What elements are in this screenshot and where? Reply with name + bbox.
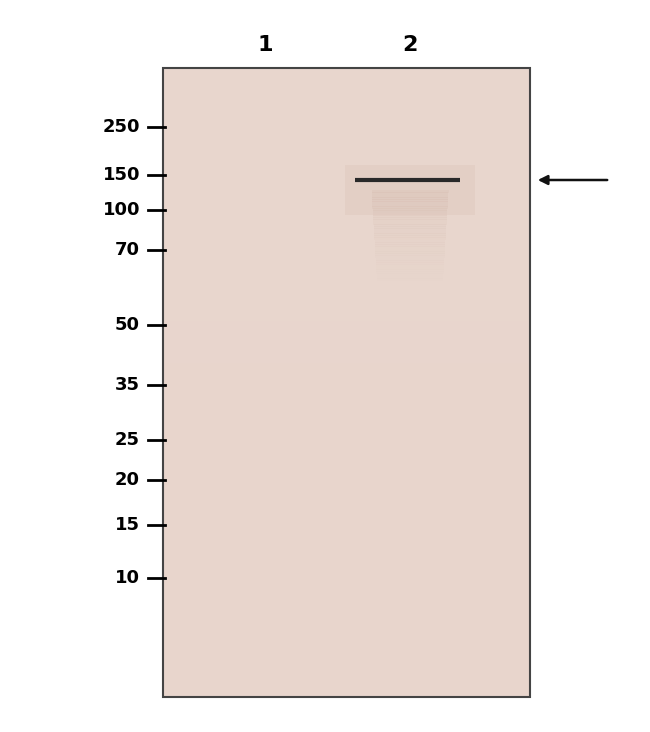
Bar — [164, 195, 529, 236]
Bar — [374, 226, 447, 229]
Bar — [164, 362, 529, 405]
Bar — [164, 236, 529, 279]
Bar — [374, 231, 446, 234]
Bar — [374, 228, 446, 231]
Bar — [372, 206, 448, 209]
Bar — [164, 530, 529, 572]
Text: 70: 70 — [115, 241, 140, 259]
Text: 150: 150 — [103, 166, 140, 184]
Bar — [373, 217, 447, 220]
Bar — [374, 224, 447, 227]
Bar — [377, 277, 443, 281]
Bar — [376, 271, 443, 274]
Bar — [375, 253, 445, 256]
Text: 1: 1 — [257, 35, 273, 55]
Text: 250: 250 — [103, 118, 140, 136]
Bar — [374, 233, 446, 236]
Bar — [376, 260, 444, 263]
Text: 20: 20 — [115, 471, 140, 489]
Bar — [376, 273, 443, 276]
Bar — [374, 235, 446, 238]
Text: 50: 50 — [115, 316, 140, 334]
Bar — [372, 190, 448, 193]
Bar — [373, 220, 447, 223]
Bar — [164, 279, 529, 321]
Bar — [164, 447, 529, 488]
Text: 2: 2 — [402, 35, 418, 55]
Bar — [374, 239, 445, 242]
Text: 25: 25 — [115, 431, 140, 449]
Bar — [375, 248, 445, 252]
Bar — [375, 246, 445, 250]
Bar — [376, 258, 445, 261]
Bar — [345, 165, 475, 215]
Text: 100: 100 — [103, 201, 140, 219]
Bar — [372, 193, 448, 195]
Bar — [372, 208, 447, 211]
Bar — [374, 237, 446, 240]
Bar — [374, 242, 445, 244]
Bar — [373, 222, 447, 225]
Bar — [372, 210, 447, 213]
Text: 35: 35 — [115, 376, 140, 394]
Bar — [376, 264, 444, 267]
Bar — [164, 488, 529, 530]
Bar — [375, 244, 445, 247]
Bar — [375, 251, 445, 254]
Bar — [164, 321, 529, 362]
Bar — [164, 656, 529, 698]
Bar — [376, 255, 445, 258]
Text: 10: 10 — [115, 569, 140, 587]
Bar — [376, 269, 444, 272]
Bar — [164, 572, 529, 614]
Bar — [164, 405, 529, 447]
Bar — [164, 111, 529, 153]
Bar — [372, 203, 448, 206]
Bar — [377, 275, 443, 278]
Bar — [164, 614, 529, 656]
Bar — [376, 262, 444, 265]
Bar — [164, 153, 529, 195]
Bar — [372, 199, 448, 202]
Bar — [373, 212, 447, 215]
Bar — [372, 201, 448, 204]
Bar — [372, 195, 448, 198]
Text: 15: 15 — [115, 516, 140, 534]
Bar — [164, 69, 529, 111]
Bar — [376, 266, 444, 269]
Bar — [163, 68, 530, 697]
Bar — [373, 214, 447, 217]
Bar — [372, 197, 448, 200]
